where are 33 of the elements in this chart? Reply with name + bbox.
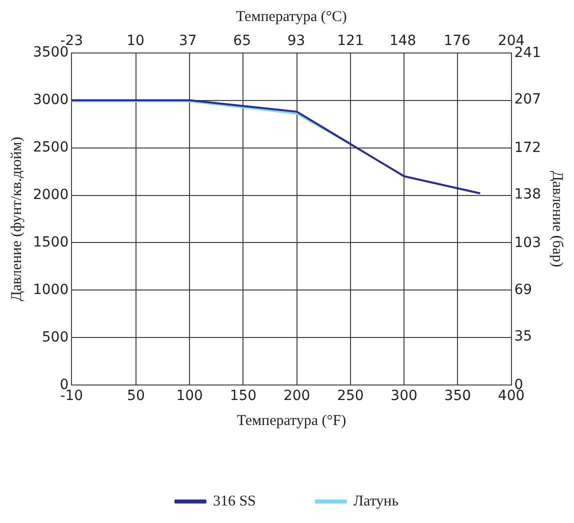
x2-tick-label: 176 [444,33,470,50]
y2-tick-label: 35 [514,328,532,345]
y-tick-label: 2500 [32,139,69,156]
x-tick-label: -10 [60,388,84,404]
y2-tick-label: 172 [514,140,542,156]
x2-tick-label: 121 [337,33,364,50]
y-tick-label: 500 [42,329,69,346]
y2-axis-title: Давление (бар) [549,170,566,268]
y-tick-label: 2000 [32,186,69,203]
legend-label: Латунь [353,493,399,510]
x-tick-label: 50 [127,388,145,404]
x2-axis-title: Температура (°C) [236,8,347,25]
x-tick-label: 300 [390,388,418,404]
x2-tick-label: 93 [287,33,306,50]
x-tick-label: 100 [176,388,203,404]
legend-label: 316 SS [212,493,256,510]
x-axis-title: Температура (°F) [236,412,346,429]
x2-tick-label: 148 [389,33,416,50]
x2-tick-label: 37 [178,33,197,50]
y-tick-label: 3000 [32,92,69,108]
x-tick-label: 250 [337,388,364,404]
y2-tick-label: 138 [514,186,542,203]
x2-tick-label: 65 [233,33,251,50]
x2-tick-label: 10 [126,33,144,50]
y2-tick-label: 207 [514,92,542,108]
x-tick-label: 200 [283,388,310,404]
y-tick-label: 1500 [32,234,69,250]
y-tick-label: 1000 [32,282,69,298]
y2-tick-label: 69 [514,282,532,298]
x-tick-label: 150 [230,388,257,404]
y-axis-title: Давление (фунт/кв.дюйм) [8,136,25,302]
x-tick-label: 350 [444,388,472,404]
y2-tick-label: 103 [514,234,542,251]
